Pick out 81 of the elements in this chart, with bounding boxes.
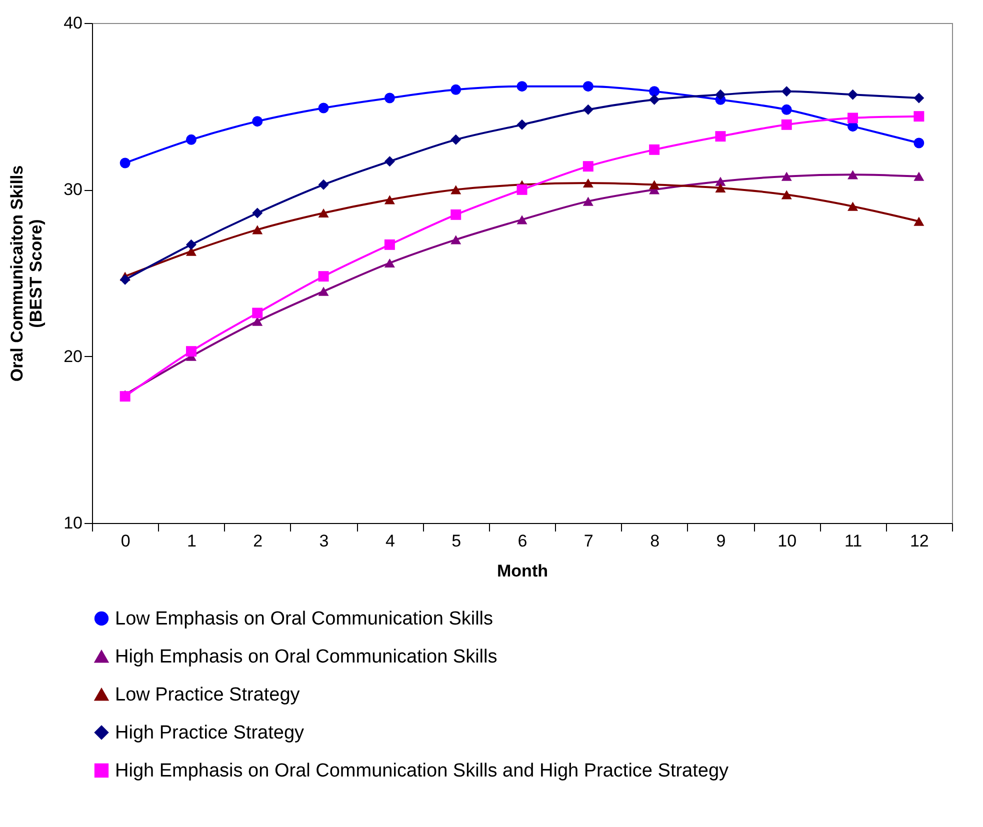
y-tick-label: 10 <box>64 514 82 532</box>
x-tick-label: 7 <box>584 532 594 550</box>
x-tick-label: 12 <box>910 532 929 550</box>
point <box>384 258 395 268</box>
point <box>516 81 528 92</box>
point <box>450 209 462 220</box>
x-tick-label: 0 <box>120 532 130 550</box>
point <box>318 102 329 114</box>
point <box>649 94 660 105</box>
point <box>914 92 924 104</box>
point <box>450 185 462 194</box>
point <box>848 89 858 100</box>
point <box>516 215 528 224</box>
point <box>848 112 858 124</box>
point <box>186 134 196 145</box>
point <box>582 104 594 115</box>
y-tick-label: 20 <box>64 346 82 366</box>
point <box>252 116 263 127</box>
x-axis-title: Month <box>497 562 548 580</box>
point <box>516 184 528 195</box>
point <box>252 225 263 234</box>
x-tick-label: 3 <box>319 532 329 550</box>
point <box>649 180 660 190</box>
point <box>516 119 528 130</box>
point <box>384 239 395 250</box>
x-tick-label: 6 <box>518 532 528 550</box>
x-tick-label: 2 <box>253 532 263 550</box>
x-tick-label: 8 <box>650 532 660 550</box>
point <box>252 308 263 318</box>
point <box>450 84 462 95</box>
point <box>318 179 329 190</box>
point <box>318 208 329 218</box>
x-tick-label: 11 <box>844 532 862 550</box>
legend-label: Low Practice Strategy <box>115 684 300 706</box>
point <box>582 161 594 172</box>
point <box>450 235 462 244</box>
point <box>914 216 924 226</box>
y-tick-label: 40 <box>64 14 82 32</box>
x-tick-label: 1 <box>186 532 196 550</box>
point <box>318 286 329 296</box>
x-tick-label: 5 <box>452 532 462 550</box>
y-axis-title: Oral Communicaiton Skills (BEST Score) <box>8 165 46 382</box>
point <box>582 196 594 206</box>
point <box>781 86 792 97</box>
point <box>781 172 792 181</box>
point <box>914 111 924 122</box>
legend-label: High Emphasis on Oral Communication Skills and High Practice Strategy <box>115 760 730 782</box>
point <box>120 274 130 285</box>
legend-label: High Practice Strategy <box>115 722 305 744</box>
point <box>848 202 858 211</box>
point <box>914 172 924 181</box>
point <box>649 86 660 97</box>
point <box>384 195 395 204</box>
point <box>186 346 196 357</box>
point <box>582 178 594 188</box>
point <box>318 271 329 282</box>
point <box>450 134 462 145</box>
x-tick-label: 10 <box>778 532 797 550</box>
point <box>120 391 130 402</box>
point <box>848 170 858 180</box>
point <box>781 190 792 200</box>
point <box>252 316 263 326</box>
point <box>715 89 726 100</box>
y-tick-label: 30 <box>64 180 82 200</box>
point <box>384 156 395 167</box>
point <box>186 239 196 250</box>
x-tick-label: 9 <box>716 532 726 550</box>
point <box>120 158 130 168</box>
point <box>914 138 924 148</box>
point <box>252 208 263 218</box>
x-tick-label: 4 <box>385 532 395 550</box>
point <box>715 183 726 193</box>
point <box>781 104 792 115</box>
legend-label: High Emphasis on Oral Communication Skills <box>115 646 498 668</box>
point <box>582 81 594 92</box>
legend-label: Low Emphasis on Oral Communication Skills <box>115 608 494 630</box>
point <box>649 144 660 155</box>
point <box>715 131 726 142</box>
point <box>384 92 395 104</box>
point <box>781 119 792 130</box>
point <box>715 176 726 186</box>
